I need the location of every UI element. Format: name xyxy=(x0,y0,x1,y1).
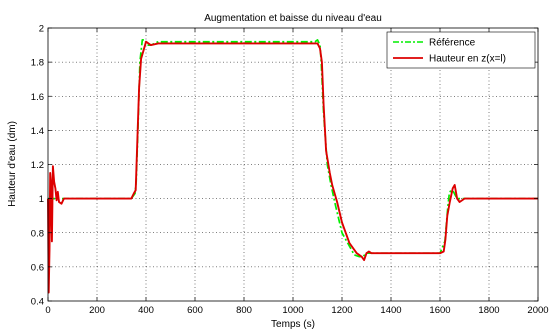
y-tick-label: 1 xyxy=(39,194,44,205)
y-tick-label: 0.8 xyxy=(31,228,44,239)
x-tick-label: 200 xyxy=(89,305,105,316)
legend-label-reference: Référence xyxy=(429,38,476,49)
series-line-reference xyxy=(48,39,538,258)
x-axis-label: Temps (s) xyxy=(271,319,315,330)
legend-box xyxy=(386,31,536,69)
legend-label-height: Hauteur en z(x=l) xyxy=(429,54,506,65)
x-tick-label: 400 xyxy=(138,305,154,316)
y-tick-label: 1.8 xyxy=(31,58,44,69)
x-tick-label: 1400 xyxy=(380,305,401,316)
legend: Référence Hauteur en z(x=l) xyxy=(386,31,536,69)
x-tick-label: 0 xyxy=(45,305,50,316)
y-tick-label: 2 xyxy=(39,24,44,35)
x-tick-label: 1600 xyxy=(429,305,450,316)
series-layer xyxy=(47,39,538,294)
y-tick-label: 0.4 xyxy=(31,297,44,308)
y-tick-label: 1.6 xyxy=(31,92,44,103)
x-tick-label: 2000 xyxy=(527,305,548,316)
y-tick-label: 1.4 xyxy=(31,126,44,137)
ticks: 0 200 400 600 800 1000 1200 1400 1600 1800 2000 0.4… xyxy=(31,24,549,317)
x-tick-label: 1000 xyxy=(282,305,303,316)
y-axis-label: Hauteur d'eau (dm) xyxy=(7,121,18,207)
x-tick-label: 600 xyxy=(187,305,203,316)
x-tick-label: 1800 xyxy=(478,305,499,316)
grid xyxy=(48,28,538,301)
y-tick-label: 0.6 xyxy=(31,262,44,273)
chart-title: Augmentation et baisse du niveau d'eau xyxy=(204,13,382,24)
x-tick-label: 1200 xyxy=(331,305,352,316)
series-line-height xyxy=(47,40,538,294)
y-tick-label: 1.2 xyxy=(31,160,44,171)
x-tick-label: 800 xyxy=(236,305,252,316)
